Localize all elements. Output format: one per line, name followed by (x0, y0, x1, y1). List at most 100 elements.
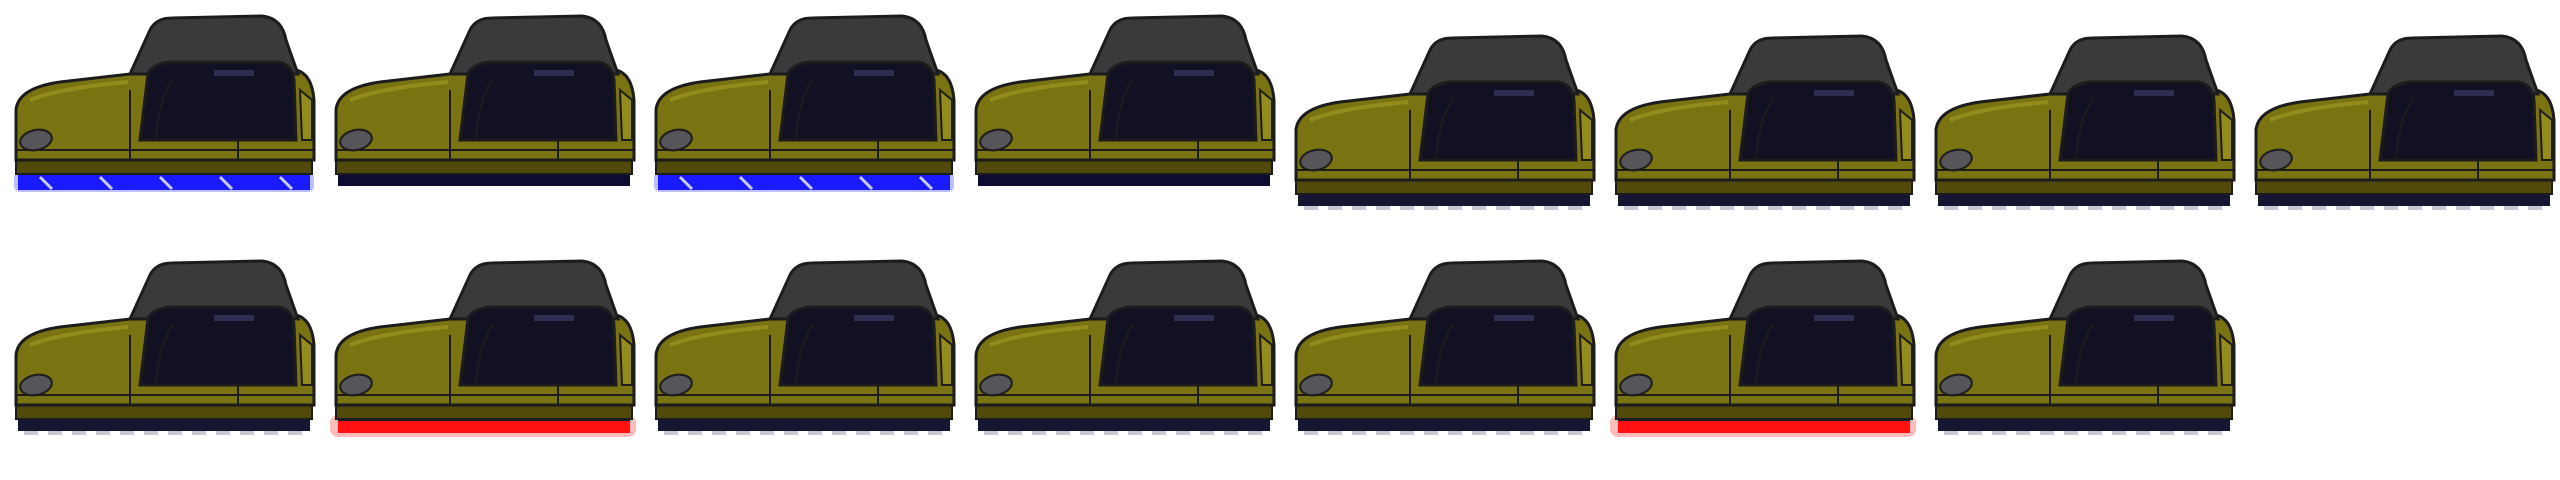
ground-debris (736, 431, 750, 435)
car-sprite (1614, 34, 1916, 210)
ground-debris (688, 431, 702, 435)
window-pillar (1755, 322, 1775, 386)
ground-debris (1448, 431, 1462, 435)
ground-debris (2136, 431, 2150, 435)
sprite-frame-7 (1920, 0, 2240, 210)
ground-debris (1352, 431, 1366, 435)
headlight (1299, 373, 1333, 397)
rear-panel (1258, 87, 1273, 141)
ground-debris (2088, 431, 2102, 435)
rear-panel (618, 332, 633, 386)
headlight (659, 128, 693, 152)
window-pillar (1755, 97, 1775, 161)
body-sill (975, 159, 1273, 175)
car-group (1610, 259, 1916, 437)
sprite-frame-11 (640, 245, 960, 445)
car-window (138, 305, 298, 387)
ground-debris (288, 431, 302, 435)
ground-skirt (978, 417, 1270, 431)
ground-debris (1080, 431, 1094, 435)
ground-debris (2208, 431, 2222, 435)
ground-debris (2112, 431, 2126, 435)
ground-debris (2408, 206, 2422, 210)
underglow-stripe (98, 175, 114, 191)
car-group (1934, 34, 2236, 210)
rear-panel (2218, 107, 2233, 161)
car-group (2254, 34, 2556, 210)
ground-debris (1744, 206, 1758, 210)
ground-debris (984, 431, 998, 435)
headlight (659, 373, 693, 397)
ground-debris (2264, 206, 2278, 210)
ground-debris (24, 431, 38, 435)
ground-debris (1248, 431, 1262, 435)
rear-panel (1898, 107, 1913, 161)
car-sprite (330, 259, 636, 437)
ground-debris (2016, 431, 2030, 435)
car-window (1418, 80, 1578, 162)
ground-debris (1720, 206, 1734, 210)
rear-panel (2538, 107, 2553, 161)
plain-skirt (338, 172, 630, 186)
hood-highlight (1629, 100, 1729, 122)
body-sill (1615, 179, 1913, 195)
ground-debris (120, 431, 134, 435)
ground-debris (1376, 431, 1390, 435)
window-pillar (1115, 322, 1135, 386)
underglow-stripe (678, 175, 694, 191)
car-cab (127, 14, 301, 76)
body-sill (1295, 404, 1593, 420)
ground-debris (96, 431, 110, 435)
car-window (1098, 305, 1258, 387)
window-pillar (795, 77, 815, 141)
ground-debris (1176, 431, 1190, 435)
underglow-stripe (218, 175, 234, 191)
ground-debris (1768, 206, 1782, 210)
ground-debris (1648, 206, 1662, 210)
car-group (1294, 34, 1596, 210)
sprite-frame-15 (1920, 245, 2240, 445)
car-sprite (1934, 259, 2236, 435)
ground-debris (1224, 431, 1238, 435)
body-sill (975, 404, 1273, 420)
car-sprite (14, 259, 316, 435)
body-sill (1935, 179, 2233, 195)
car-cab (2047, 259, 2221, 321)
car-cab (447, 259, 621, 321)
ground-debris (880, 431, 894, 435)
car-group (974, 259, 1276, 435)
hood-highlight (349, 325, 449, 347)
headlight (1939, 148, 1973, 172)
ground-debris (2040, 431, 2054, 435)
car-group (334, 14, 636, 186)
car-sprite (1294, 34, 1596, 210)
underglow-stripe (158, 175, 174, 191)
ground-debris (1496, 431, 1510, 435)
car-window (778, 60, 938, 142)
ground-debris (1328, 431, 1342, 435)
hood-highlight (669, 80, 769, 102)
hood-highlight (669, 325, 769, 347)
sprite-frame-13 (1280, 245, 1600, 445)
ground-debris (1352, 206, 1366, 210)
ground-debris (1968, 206, 1982, 210)
body-sill (15, 404, 313, 420)
headlight (1299, 148, 1333, 172)
car-window (2378, 80, 2538, 162)
rear-panel (618, 87, 633, 141)
ground-debris (2504, 206, 2518, 210)
ground-skirt (1938, 192, 2230, 206)
car-window (458, 60, 618, 142)
headlight (19, 128, 53, 152)
rear-panel (2218, 332, 2233, 386)
ground-debris (1696, 206, 1710, 210)
rear-panel (1258, 332, 1273, 386)
ground-debris (2288, 206, 2302, 210)
ground-debris (712, 431, 726, 435)
sprite-frame-6 (1600, 0, 1920, 210)
window-glint (534, 315, 574, 321)
window-pillar (475, 322, 495, 386)
car-sprite (1294, 259, 1596, 435)
ground-debris (2336, 206, 2350, 210)
